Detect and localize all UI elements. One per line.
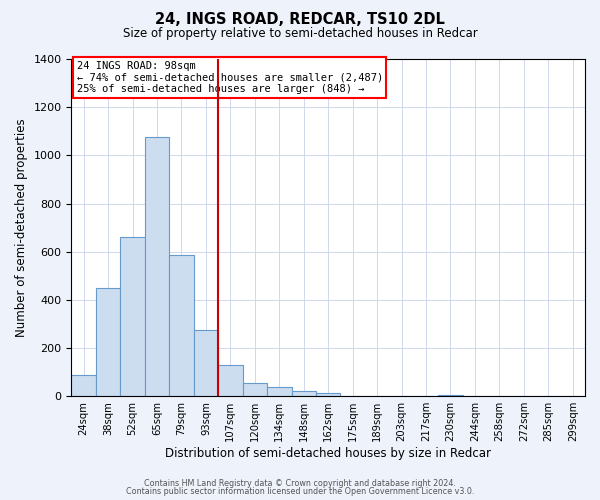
Text: Size of property relative to semi-detached houses in Redcar: Size of property relative to semi-detach…: [122, 28, 478, 40]
Bar: [438, 395, 463, 396]
Bar: [242, 383, 267, 396]
Bar: [218, 365, 242, 396]
Bar: [169, 256, 194, 396]
Text: Contains public sector information licensed under the Open Government Licence v3: Contains public sector information licen…: [126, 487, 474, 496]
Y-axis label: Number of semi-detached properties: Number of semi-detached properties: [15, 118, 28, 337]
Text: 24 INGS ROAD: 98sqm
← 74% of semi-detached houses are smaller (2,487)
25% of sem: 24 INGS ROAD: 98sqm ← 74% of semi-detach…: [77, 60, 383, 94]
Bar: [194, 330, 218, 396]
Bar: [316, 392, 340, 396]
Bar: [292, 392, 316, 396]
Bar: [71, 374, 96, 396]
X-axis label: Distribution of semi-detached houses by size in Redcar: Distribution of semi-detached houses by …: [165, 447, 491, 460]
Bar: [267, 386, 292, 396]
Text: Contains HM Land Registry data © Crown copyright and database right 2024.: Contains HM Land Registry data © Crown c…: [144, 478, 456, 488]
Bar: [121, 237, 145, 396]
Text: 24, INGS ROAD, REDCAR, TS10 2DL: 24, INGS ROAD, REDCAR, TS10 2DL: [155, 12, 445, 28]
Bar: [145, 138, 169, 396]
Bar: [96, 288, 121, 396]
